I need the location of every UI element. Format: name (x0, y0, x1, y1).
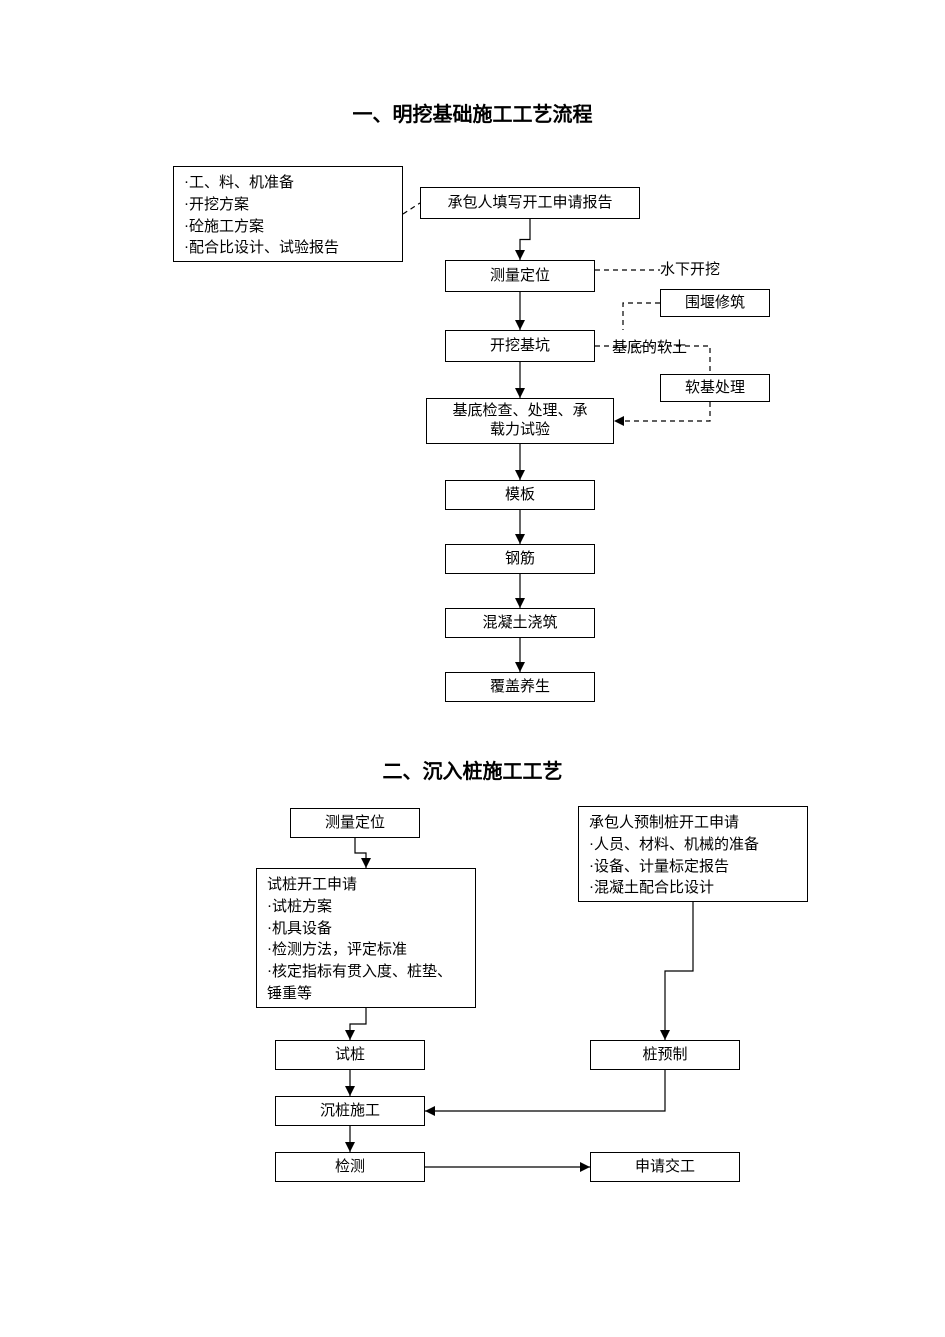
node-survey2-label-line: 测量定位 (325, 814, 385, 833)
section-title-2: 二、沉入桩施工工艺 (0, 755, 945, 784)
node-precastApply: 承包人预制桩开工申请·人员、材料、机械的准备·设备、计量标定报告·混凝土配合比设… (578, 806, 808, 902)
node-excav-label: 开挖基坑 (490, 337, 550, 356)
edge-1 (520, 219, 530, 260)
node-prep-line: ·配合比设计、试验报告 (184, 238, 339, 260)
node-trial-label-line: 试桩 (335, 1046, 365, 1065)
edge-9 (623, 303, 660, 330)
node-survey: 测量定位 (445, 260, 595, 292)
node-form: 模板 (445, 480, 595, 510)
node-handover-label: 申请交工 (635, 1158, 695, 1177)
node-soft-label-line: 软基处理 (685, 379, 745, 398)
node-survey-label-line: 测量定位 (490, 267, 550, 286)
node-precast-label-line: 桩预制 (642, 1046, 687, 1065)
node-excav: 开挖基坑 (445, 330, 595, 362)
node-coffer-label-line: 围堰修筑 (685, 294, 745, 313)
node-drive-label: 沉桩施工 (320, 1102, 380, 1121)
node-rebar-label: 钢筋 (505, 550, 535, 569)
node-trialApply-line: ·试桩方案 (267, 897, 332, 919)
node-soft: 软基处理 (660, 374, 770, 402)
node-precast-label: 桩预制 (642, 1046, 687, 1065)
node-check-label: 基底检查、处理、承载力试验 (452, 402, 587, 440)
node-rebar-label-line: 钢筋 (505, 550, 535, 569)
page: 一、明挖基础施工工艺流程 二、沉入桩施工工艺 ·工、料、机准备·开挖方案·砼施工… (0, 0, 945, 1337)
node-cure-label-line: 覆盖养生 (490, 678, 550, 697)
node-trialApply-line: ·检测方法，评定标准 (267, 940, 407, 962)
node-prep-line: ·开挖方案 (184, 195, 249, 217)
node-precastApply-line: ·人员、材料、机械的准备 (589, 835, 759, 857)
node-handover: 申请交工 (590, 1152, 740, 1182)
node-survey2: 测量定位 (290, 808, 420, 838)
node-survey-label: 测量定位 (490, 267, 550, 286)
node-pour-label: 混凝土浇筑 (482, 614, 557, 633)
node-handover-label-line: 申请交工 (635, 1158, 695, 1177)
node-trialApply: 试桩开工申请·试桩方案·机具设备·检测方法，评定标准·核定指标有贯入度、桩垫、锤… (256, 868, 476, 1008)
node-pour-label-line: 混凝土浇筑 (482, 614, 557, 633)
node-inspect-label-line: 检测 (335, 1158, 365, 1177)
node-soft-label: 软基处理 (685, 379, 745, 398)
node-trial: 试桩 (275, 1040, 425, 1070)
node-pour: 混凝土浇筑 (445, 608, 595, 638)
node-precastApply-line: 承包人预制桩开工申请 (589, 813, 739, 835)
node-check-label-line: 基底检查、处理、承 (452, 402, 587, 421)
node-apply-label-line: 承包人填写开工申请报告 (447, 194, 612, 213)
node-coffer: 围堰修筑 (660, 289, 770, 317)
node-check: 基底检查、处理、承载力试验 (426, 398, 614, 444)
edge-13 (350, 1008, 366, 1040)
node-form-label: 模板 (505, 486, 535, 505)
node-trialApply-line: ·核定指标有贯入度、桩垫、锤重等 (267, 962, 465, 1006)
edge-17 (425, 1070, 665, 1111)
node-form-label-line: 模板 (505, 486, 535, 505)
node-trial-label: 试桩 (335, 1046, 365, 1065)
node-cure: 覆盖养生 (445, 672, 595, 702)
node-prep-line: ·砼施工方案 (184, 217, 264, 239)
node-trialApply-line: ·机具设备 (267, 919, 332, 941)
node-prep: ·工、料、机准备·开挖方案·砼施工方案·配合比设计、试验报告 (173, 166, 403, 262)
node-rebar: 钢筋 (445, 544, 595, 574)
node-precast: 桩预制 (590, 1040, 740, 1070)
node-check-label-line: 载力试验 (452, 421, 587, 440)
node-inspect: 检测 (275, 1152, 425, 1182)
node-drive-label-line: 沉桩施工 (320, 1102, 380, 1121)
edge-11 (614, 402, 710, 421)
node-apply-label: 承包人填写开工申请报告 (447, 194, 612, 213)
annotation-ann-under: 水下开挖 (660, 258, 720, 279)
node-apply: 承包人填写开工申请报告 (420, 187, 640, 219)
section-title-1: 一、明挖基础施工工艺流程 (0, 98, 945, 127)
node-precastApply-line: ·设备、计量标定报告 (589, 857, 729, 879)
node-precastApply-line: ·混凝土配合比设计 (589, 878, 714, 900)
node-excav-label-line: 开挖基坑 (490, 337, 550, 356)
node-prep-line: ·工、料、机准备 (184, 173, 294, 195)
node-coffer-label: 围堰修筑 (685, 294, 745, 313)
edge-16 (665, 902, 693, 1040)
edge-0 (403, 203, 420, 214)
annotation-ann-soft: 基底的软土 (612, 336, 687, 357)
node-survey2-label: 测量定位 (325, 814, 385, 833)
edge-12 (355, 838, 366, 868)
node-drive: 沉桩施工 (275, 1096, 425, 1126)
node-inspect-label: 检测 (335, 1158, 365, 1177)
node-trialApply-line: 试桩开工申请 (267, 875, 357, 897)
node-cure-label: 覆盖养生 (490, 678, 550, 697)
